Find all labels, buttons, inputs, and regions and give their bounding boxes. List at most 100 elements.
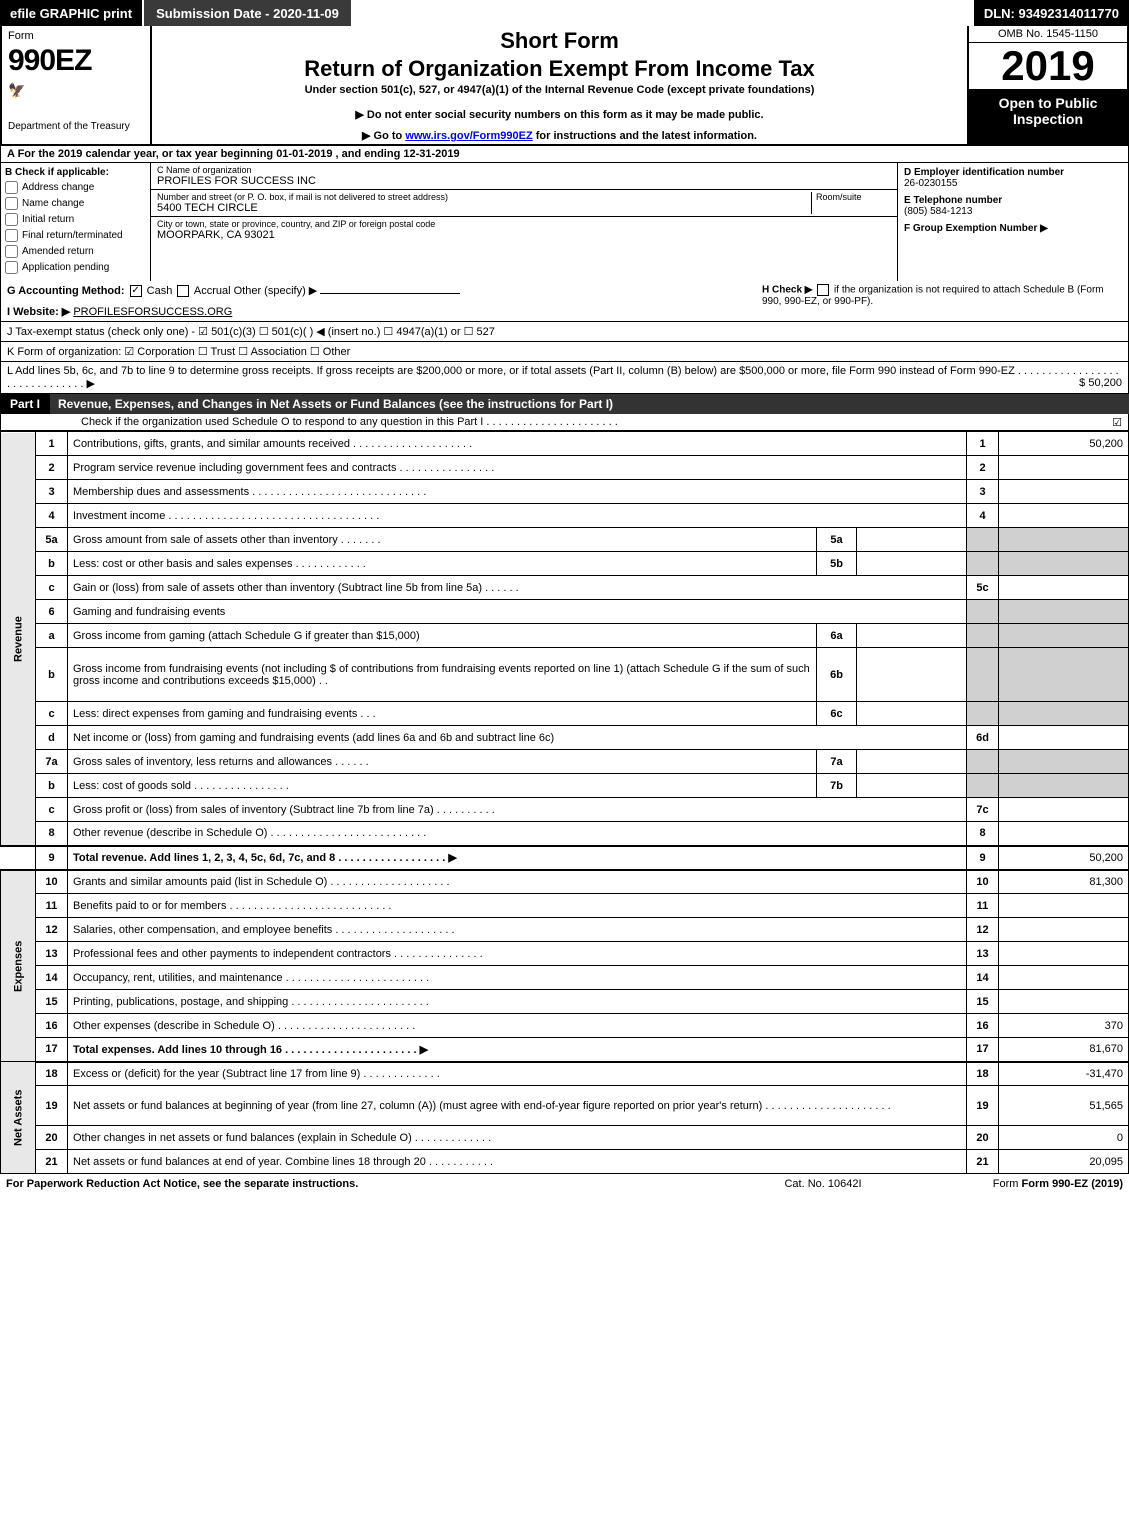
line-desc: Net assets or fund balances at end of ye… [68, 1150, 967, 1174]
line-num: 14 [36, 966, 68, 990]
line-amt-shade [999, 774, 1129, 798]
line-col-shade [967, 552, 999, 576]
line-col-num: 15 [967, 990, 999, 1014]
chk-application-pending-box[interactable] [5, 261, 18, 274]
line-col-num: 1 [967, 432, 999, 456]
ein-label: D Employer identification number [904, 167, 1122, 178]
line-desc: Total expenses. Add lines 10 through 16 … [68, 1038, 967, 1062]
line-14: 14Occupancy, rent, utilities, and mainte… [1, 966, 1129, 990]
col-b: B Check if applicable: Address change Na… [1, 163, 151, 281]
line-col-num: 21 [967, 1150, 999, 1174]
line-num: 16 [36, 1014, 68, 1038]
line-desc: Less: cost or other basis and sales expe… [68, 552, 817, 576]
city-cell: City or town, state or province, country… [151, 217, 897, 281]
line-amount: -31,470 [999, 1062, 1129, 1086]
line-desc: Occupancy, rent, utilities, and maintena… [68, 966, 967, 990]
line-desc: Contributions, gifts, grants, and simila… [68, 432, 967, 456]
line-amount: 81,300 [999, 870, 1129, 894]
row-g: G Accounting Method: Cash Accrual Other … [0, 281, 1129, 322]
line-num: d [36, 726, 68, 750]
line-amount: 50,200 [999, 846, 1129, 870]
line-desc: Printing, publications, postage, and shi… [68, 990, 967, 1014]
line-amount: 0 [999, 1126, 1129, 1150]
line-5a: 5a Gross amount from sale of assets othe… [1, 528, 1129, 552]
line-7b: b Less: cost of goods sold . . . . . . .… [1, 774, 1129, 798]
info-grid: B Check if applicable: Address change Na… [0, 163, 1129, 281]
submission-date: Submission Date - 2020-11-09 [144, 0, 351, 26]
row-g-left: G Accounting Method: Cash Accrual Other … [7, 284, 762, 318]
line-5c: c Gain or (loss) from sale of assets oth… [1, 576, 1129, 600]
line-18: Net Assets 18 Excess or (deficit) for th… [1, 1062, 1129, 1086]
footer-right: Form Form 990-EZ (2019) [923, 1178, 1123, 1190]
footer-center: Cat. No. 10642I [723, 1178, 923, 1190]
chk-amended-return-box[interactable] [5, 245, 18, 258]
line-num: 19 [36, 1086, 68, 1126]
room-label: Room/suite [816, 192, 891, 202]
dln: DLN: 93492314011770 [974, 0, 1129, 26]
line-col-shade [967, 702, 999, 726]
part-i-check: ☑ [1112, 416, 1122, 429]
line-num: b [36, 552, 68, 576]
line-num: 8 [36, 822, 68, 846]
line-col-num: 11 [967, 894, 999, 918]
line-desc: Gross profit or (loss) from sales of inv… [68, 798, 967, 822]
chk-cash[interactable] [130, 285, 142, 297]
line-amount [999, 942, 1129, 966]
eagle-icon: 🦅 [8, 82, 144, 99]
subbox-label: 6b [817, 648, 857, 702]
org-name: PROFILES FOR SUCCESS INC [157, 175, 891, 187]
form-header: Form 990EZ 🦅 Department of the Treasury … [0, 26, 1129, 146]
line-6: 6 Gaming and fundraising events [1, 600, 1129, 624]
chk-h[interactable] [817, 284, 829, 296]
line-amt-shade [999, 600, 1129, 624]
row-k: K Form of organization: ☑ Corporation ☐ … [0, 342, 1129, 362]
line-num: 5a [36, 528, 68, 552]
part-i-title: Revenue, Expenses, and Changes in Net As… [50, 394, 1129, 414]
chk-accrual[interactable] [177, 285, 189, 297]
line-num: 20 [36, 1126, 68, 1150]
tax-year: 2019 [969, 43, 1127, 89]
line-num: 21 [36, 1150, 68, 1174]
line-col-num: 14 [967, 966, 999, 990]
ein-seg: D Employer identification number 26-0230… [904, 167, 1122, 189]
efile-print[interactable]: efile GRAPHIC print [0, 0, 144, 26]
line-desc: Other expenses (describe in Schedule O) … [68, 1014, 967, 1038]
line-amt-shade [999, 648, 1129, 702]
line-desc-bold: Total revenue. Add lines 1, 2, 3, 4, 5c,… [73, 852, 457, 864]
chk-address-change: Address change [5, 181, 146, 194]
line-num: 10 [36, 870, 68, 894]
line-amount [999, 480, 1129, 504]
line-col-num: 13 [967, 942, 999, 966]
accrual-label: Accrual [194, 285, 231, 297]
col-b-header: B Check if applicable: [5, 167, 146, 178]
line-col-num: 2 [967, 456, 999, 480]
line-desc: Excess or (deficit) for the year (Subtra… [68, 1062, 967, 1086]
form-number: 990EZ [8, 46, 144, 76]
line-desc: Professional fees and other payments to … [68, 942, 967, 966]
line-6b: b Gross income from fundraising events (… [1, 648, 1129, 702]
link-post: for instructions and the latest informat… [533, 130, 757, 142]
line-num: 3 [36, 480, 68, 504]
line-num: b [36, 648, 68, 702]
irs-link[interactable]: www.irs.gov/Form990EZ [405, 130, 532, 142]
subbox-label: 5a [817, 528, 857, 552]
main-title: Return of Organization Exempt From Incom… [160, 56, 959, 82]
row-k-text: K Form of organization: ☑ Corporation ☐ … [7, 346, 350, 358]
omb-number: OMB No. 1545-1150 [969, 26, 1127, 43]
city: MOORPARK, CA 93021 [157, 229, 891, 241]
chk-label: Address change [22, 182, 94, 193]
subbox-label: 7a [817, 750, 857, 774]
chk-final-return-box[interactable] [5, 229, 18, 242]
line-num: 7a [36, 750, 68, 774]
website[interactable]: PROFILESFORSUCCESS.ORG [73, 306, 232, 318]
line-6d: d Net income or (loss) from gaming and f… [1, 726, 1129, 750]
header-right: OMB No. 1545-1150 2019 Open to Public In… [967, 26, 1127, 144]
address-cell: Number and street (or P. O. box, if mail… [151, 190, 897, 217]
acct-label: G Accounting Method: [7, 285, 125, 297]
h-label: H Check ▶ [762, 285, 812, 296]
chk-name-change-box[interactable] [5, 197, 18, 210]
line-amount [999, 726, 1129, 750]
chk-address-change-box[interactable] [5, 181, 18, 194]
chk-initial-return-box[interactable] [5, 213, 18, 226]
line-17: 17Total expenses. Add lines 10 through 1… [1, 1038, 1129, 1062]
